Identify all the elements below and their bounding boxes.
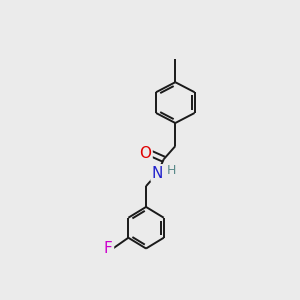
Text: H: H (167, 164, 176, 177)
Text: F: F (104, 241, 113, 256)
Text: N: N (152, 166, 163, 181)
Text: O: O (139, 146, 151, 160)
